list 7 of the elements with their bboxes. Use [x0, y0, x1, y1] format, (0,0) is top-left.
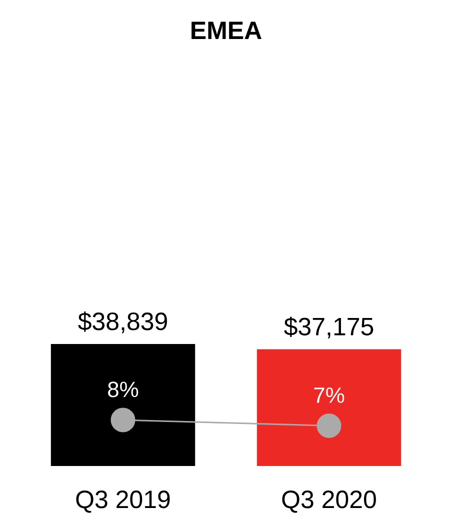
x-tick-label: Q3 2020	[282, 490, 376, 513]
data-label: $38,839	[78, 311, 167, 334]
chart-title: EMEA	[192, 22, 262, 39]
data-label: 7%	[314, 387, 344, 403]
data-label: $37,175	[284, 316, 374, 338]
x-tick-label: Q3 2019	[76, 490, 170, 513]
data-label: 8%	[108, 382, 138, 398]
